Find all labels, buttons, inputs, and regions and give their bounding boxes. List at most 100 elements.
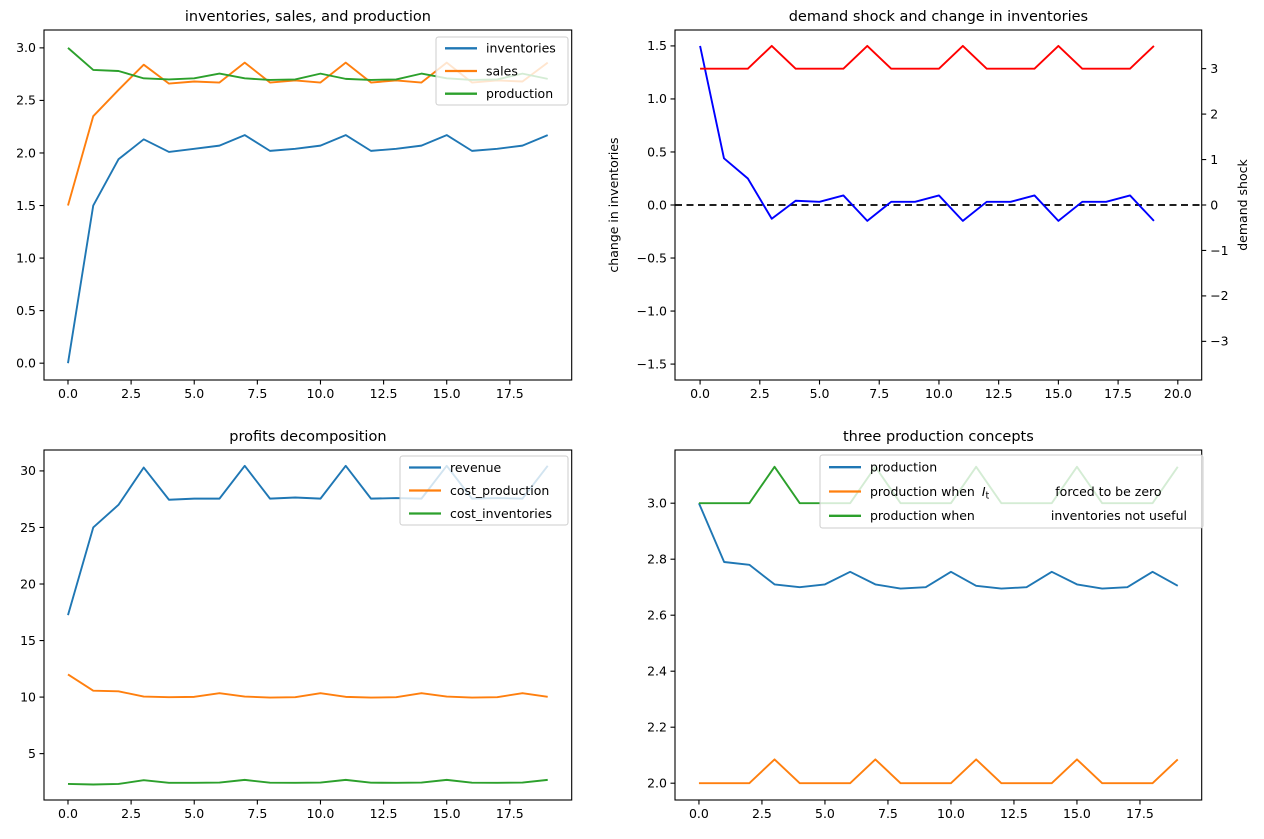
right-y-tick-label: −3 — [1210, 334, 1228, 349]
x-tick-label: 10.0 — [925, 386, 953, 401]
x-tick-label: 0.0 — [58, 386, 78, 401]
y-tick-label: 15 — [20, 633, 36, 648]
y-tick-label: 5 — [28, 746, 36, 761]
right-y-tick-label: −2 — [1210, 288, 1228, 303]
y-tick-label: 1.0 — [16, 250, 36, 265]
y-tick-label: 3.0 — [647, 496, 667, 511]
chart-title: inventories, sales, and production — [185, 9, 431, 25]
x-tick-label: 10.0 — [307, 806, 335, 821]
series-line-demand-shock — [700, 44, 1155, 70]
right-y-tick-label: 0 — [1210, 197, 1218, 212]
right-y-tick-label: 2 — [1210, 106, 1218, 121]
y-tick-label: 2.2 — [647, 720, 667, 735]
legend-box — [435, 36, 569, 106]
series-line-production-when-i-t-forced-to-be-zero — [698, 758, 1179, 785]
y-tick-label: 2.6 — [647, 608, 667, 623]
x-tick-label: 17.5 — [1126, 806, 1154, 821]
x-tick-label: 7.5 — [869, 386, 889, 401]
x-tick-label: 15.0 — [433, 806, 461, 821]
y-tick-label: 0.0 — [647, 197, 667, 212]
y-tick-label: −0.5 — [637, 250, 667, 265]
chart-title: three production concepts — [843, 429, 1034, 445]
x-tick-label: 5.0 — [815, 806, 835, 821]
x-tick-label: 7.5 — [247, 386, 267, 401]
y-tick-label: 1.5 — [647, 38, 667, 53]
legend-label-production-when-inventories-not-useful: production when inventories not useful — [870, 508, 1187, 523]
legend-label-inventories: inventories — [486, 41, 556, 56]
chart-title: demand shock and change in inventories — [789, 9, 1088, 25]
series-line-cost-production — [67, 673, 548, 699]
x-tick-label: 2.5 — [121, 806, 141, 821]
x-tick-label: 17.5 — [1104, 386, 1132, 401]
x-tick-label: 12.5 — [985, 386, 1013, 401]
x-tick-label: 15.0 — [1063, 806, 1091, 821]
y-tick-label: 2.0 — [647, 776, 667, 791]
x-tick-label: 12.5 — [1000, 806, 1028, 821]
x-tick-label: 20.0 — [1164, 386, 1192, 401]
chart-demand-shock-change-in-inventories: 0.0 2.5 5.0 7.5 10.0 12.5 15.0 17.5 20.0−1.5−1.0… — [606, 9, 1250, 401]
right-axis-label: demand shock — [1235, 159, 1250, 251]
axes-frame — [674, 449, 1203, 801]
x-tick-label: 2.5 — [752, 806, 772, 821]
x-tick-label: 5.0 — [184, 386, 204, 401]
left-axis-label: change in inventories — [606, 137, 621, 272]
y-tick-label: 1.0 — [647, 91, 667, 106]
legend-label-production-when-forced-to-be-zero: production when It forced to be zero — [870, 484, 1162, 502]
series-line-production — [698, 502, 1179, 590]
x-tick-label: 12.5 — [370, 386, 398, 401]
series-line-cost-inventories — [67, 778, 548, 786]
x-tick-label: 15.0 — [433, 386, 461, 401]
legend-label-production: production — [486, 86, 553, 101]
right-y-tick-label: 1 — [1210, 152, 1218, 167]
chart-three-production-concepts: 0.0 2.5 5.0 7.5 10.0 12.5 15.0 17.5 2.0 2.2 2.4 2.6… — [647, 429, 1204, 821]
legend-box — [399, 455, 569, 526]
legend-label-cost-production: cost_production — [450, 483, 549, 498]
legend-box — [819, 454, 1204, 529]
right-y-tick-label: 3 — [1210, 61, 1218, 76]
right-y-tick-label: −1 — [1210, 243, 1228, 258]
x-tick-label: 0.0 — [689, 806, 709, 821]
y-tick-label: 10 — [20, 689, 36, 704]
y-tick-label: 2.0 — [16, 145, 36, 160]
chart-inventories-sales-production: 0.0 2.5 5.0 7.5 10.0 12.5 15.0 17.5 0.0 0.5 1.0 1.5… — [16, 9, 573, 401]
y-tick-label: −1.5 — [637, 356, 667, 371]
legend-label-sales: sales — [486, 63, 518, 78]
x-tick-label: 17.5 — [496, 386, 524, 401]
chart-profits-decomposition: 0.0 2.5 5.0 7.5 10.0 12.5 15.0 17.5 5 10 15 20 25 30 p… — [20, 429, 573, 821]
x-tick-label: 0.0 — [58, 806, 78, 821]
legend-label-production: production — [870, 460, 937, 475]
x-tick-label: 7.5 — [247, 806, 267, 821]
y-tick-label: 3.0 — [16, 40, 36, 55]
y-tick-label: 2.5 — [16, 93, 36, 108]
legend-label-cost-inventories: cost_inventories — [450, 506, 552, 521]
x-tick-label: 7.5 — [878, 806, 898, 821]
y-tick-label: 25 — [20, 520, 36, 535]
y-tick-label: 30 — [20, 463, 36, 478]
y-tick-label: 20 — [20, 576, 36, 591]
x-tick-label: 2.5 — [121, 386, 141, 401]
x-tick-label: 17.5 — [496, 806, 524, 821]
x-tick-label: 2.5 — [750, 386, 770, 401]
x-tick-label: 15.0 — [1044, 386, 1072, 401]
series-line-inventories — [67, 134, 549, 364]
y-tick-label: 0.0 — [16, 355, 36, 370]
y-tick-label: 2.8 — [647, 552, 667, 567]
x-tick-label: 10.0 — [307, 386, 335, 401]
chart-title: profits decomposition — [229, 429, 386, 445]
x-tick-label: 12.5 — [370, 806, 398, 821]
x-tick-label: 0.0 — [690, 386, 710, 401]
y-tick-label: 1.5 — [16, 198, 36, 213]
axes-frame — [43, 449, 573, 801]
y-tick-label: 0.5 — [647, 144, 667, 159]
x-tick-label: 10.0 — [937, 806, 965, 821]
y-tick-label: 0.5 — [16, 303, 36, 318]
legend-label-revenue: revenue — [450, 460, 501, 475]
x-tick-label: 5.0 — [810, 386, 830, 401]
series-line-change-in-inventories — [699, 45, 1155, 222]
x-tick-label: 5.0 — [184, 806, 204, 821]
y-tick-label: −1.0 — [637, 303, 667, 318]
y-tick-label: 2.4 — [647, 664, 667, 679]
